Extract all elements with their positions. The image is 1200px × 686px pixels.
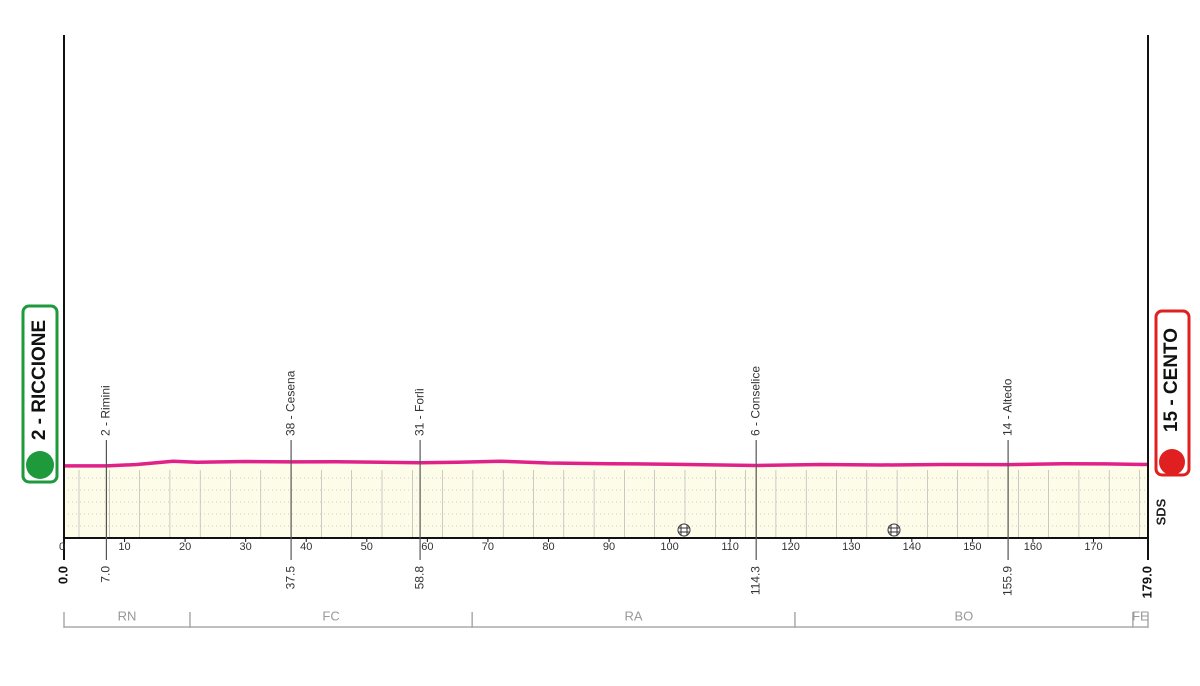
waypoint-km: 7.0: [99, 566, 113, 583]
x-tick-label: 100: [660, 541, 678, 553]
x-tick-label: 150: [963, 541, 981, 553]
x-tick-label: 140: [903, 541, 921, 553]
waypoint-name: 2 - Rimini: [99, 385, 113, 436]
elevation-area: [64, 461, 1148, 538]
main-layer: 0.0 179.0 0 10 20 30 40 50 60 70 80 90 100 110 120 130 1…: [55, 35, 1154, 628]
start-box: [21, 304, 59, 484]
x-tick-label: 10: [118, 541, 130, 553]
x-tick-label: 60: [421, 541, 433, 553]
waypoint-km: 155.9: [1000, 566, 1014, 596]
x-tick-label: 0: [59, 541, 65, 553]
start-label: 2 - RICCIONE: [29, 320, 50, 440]
waypoint-name: 6 - Conselice: [748, 366, 762, 436]
finish-box: [1154, 309, 1191, 477]
waypoint-name: 38 - Cesena: [283, 370, 297, 436]
x-tick-label: 130: [842, 541, 860, 553]
fill-layer: [64, 461, 1148, 538]
elevation-line: [64, 459, 1149, 468]
finish-km: 179.0: [1139, 566, 1154, 599]
region-label: RA: [625, 608, 643, 623]
x-tick-label: 50: [361, 541, 373, 553]
waypoint-km: 37.5: [283, 566, 297, 590]
x-tick-label: 120: [782, 541, 800, 553]
x-tick-label: 170: [1084, 541, 1102, 553]
railway-icon: [677, 523, 901, 537]
waypoint-name: 14 - Altedo: [1000, 378, 1014, 436]
waypoint-km: 114.3: [748, 566, 762, 595]
finish-icon: [1159, 449, 1185, 475]
x-tick-label: 80: [542, 541, 554, 553]
x-tick-label: 70: [482, 541, 494, 553]
logo: SDS: [1153, 498, 1168, 525]
region-label: FE: [1132, 608, 1149, 623]
start-km: 0.0: [55, 566, 70, 584]
x-tick-label: 20: [179, 541, 191, 553]
region-label: BO: [955, 608, 974, 623]
x-tick-label: 30: [240, 541, 252, 553]
x-tick-label: 110: [721, 541, 739, 553]
x-tick-label: 40: [300, 541, 312, 553]
x-tick-label: 90: [603, 541, 615, 553]
start-icon: [26, 451, 54, 479]
waypoint-name: 31 - Forlì: [412, 388, 426, 436]
region-label: RN: [118, 608, 137, 623]
waypoint-km: 58.8: [412, 566, 426, 590]
x-tick-label: 160: [1024, 541, 1042, 553]
finish-label: 15 - CENTO: [1161, 328, 1182, 432]
region-label: FC: [322, 608, 339, 623]
